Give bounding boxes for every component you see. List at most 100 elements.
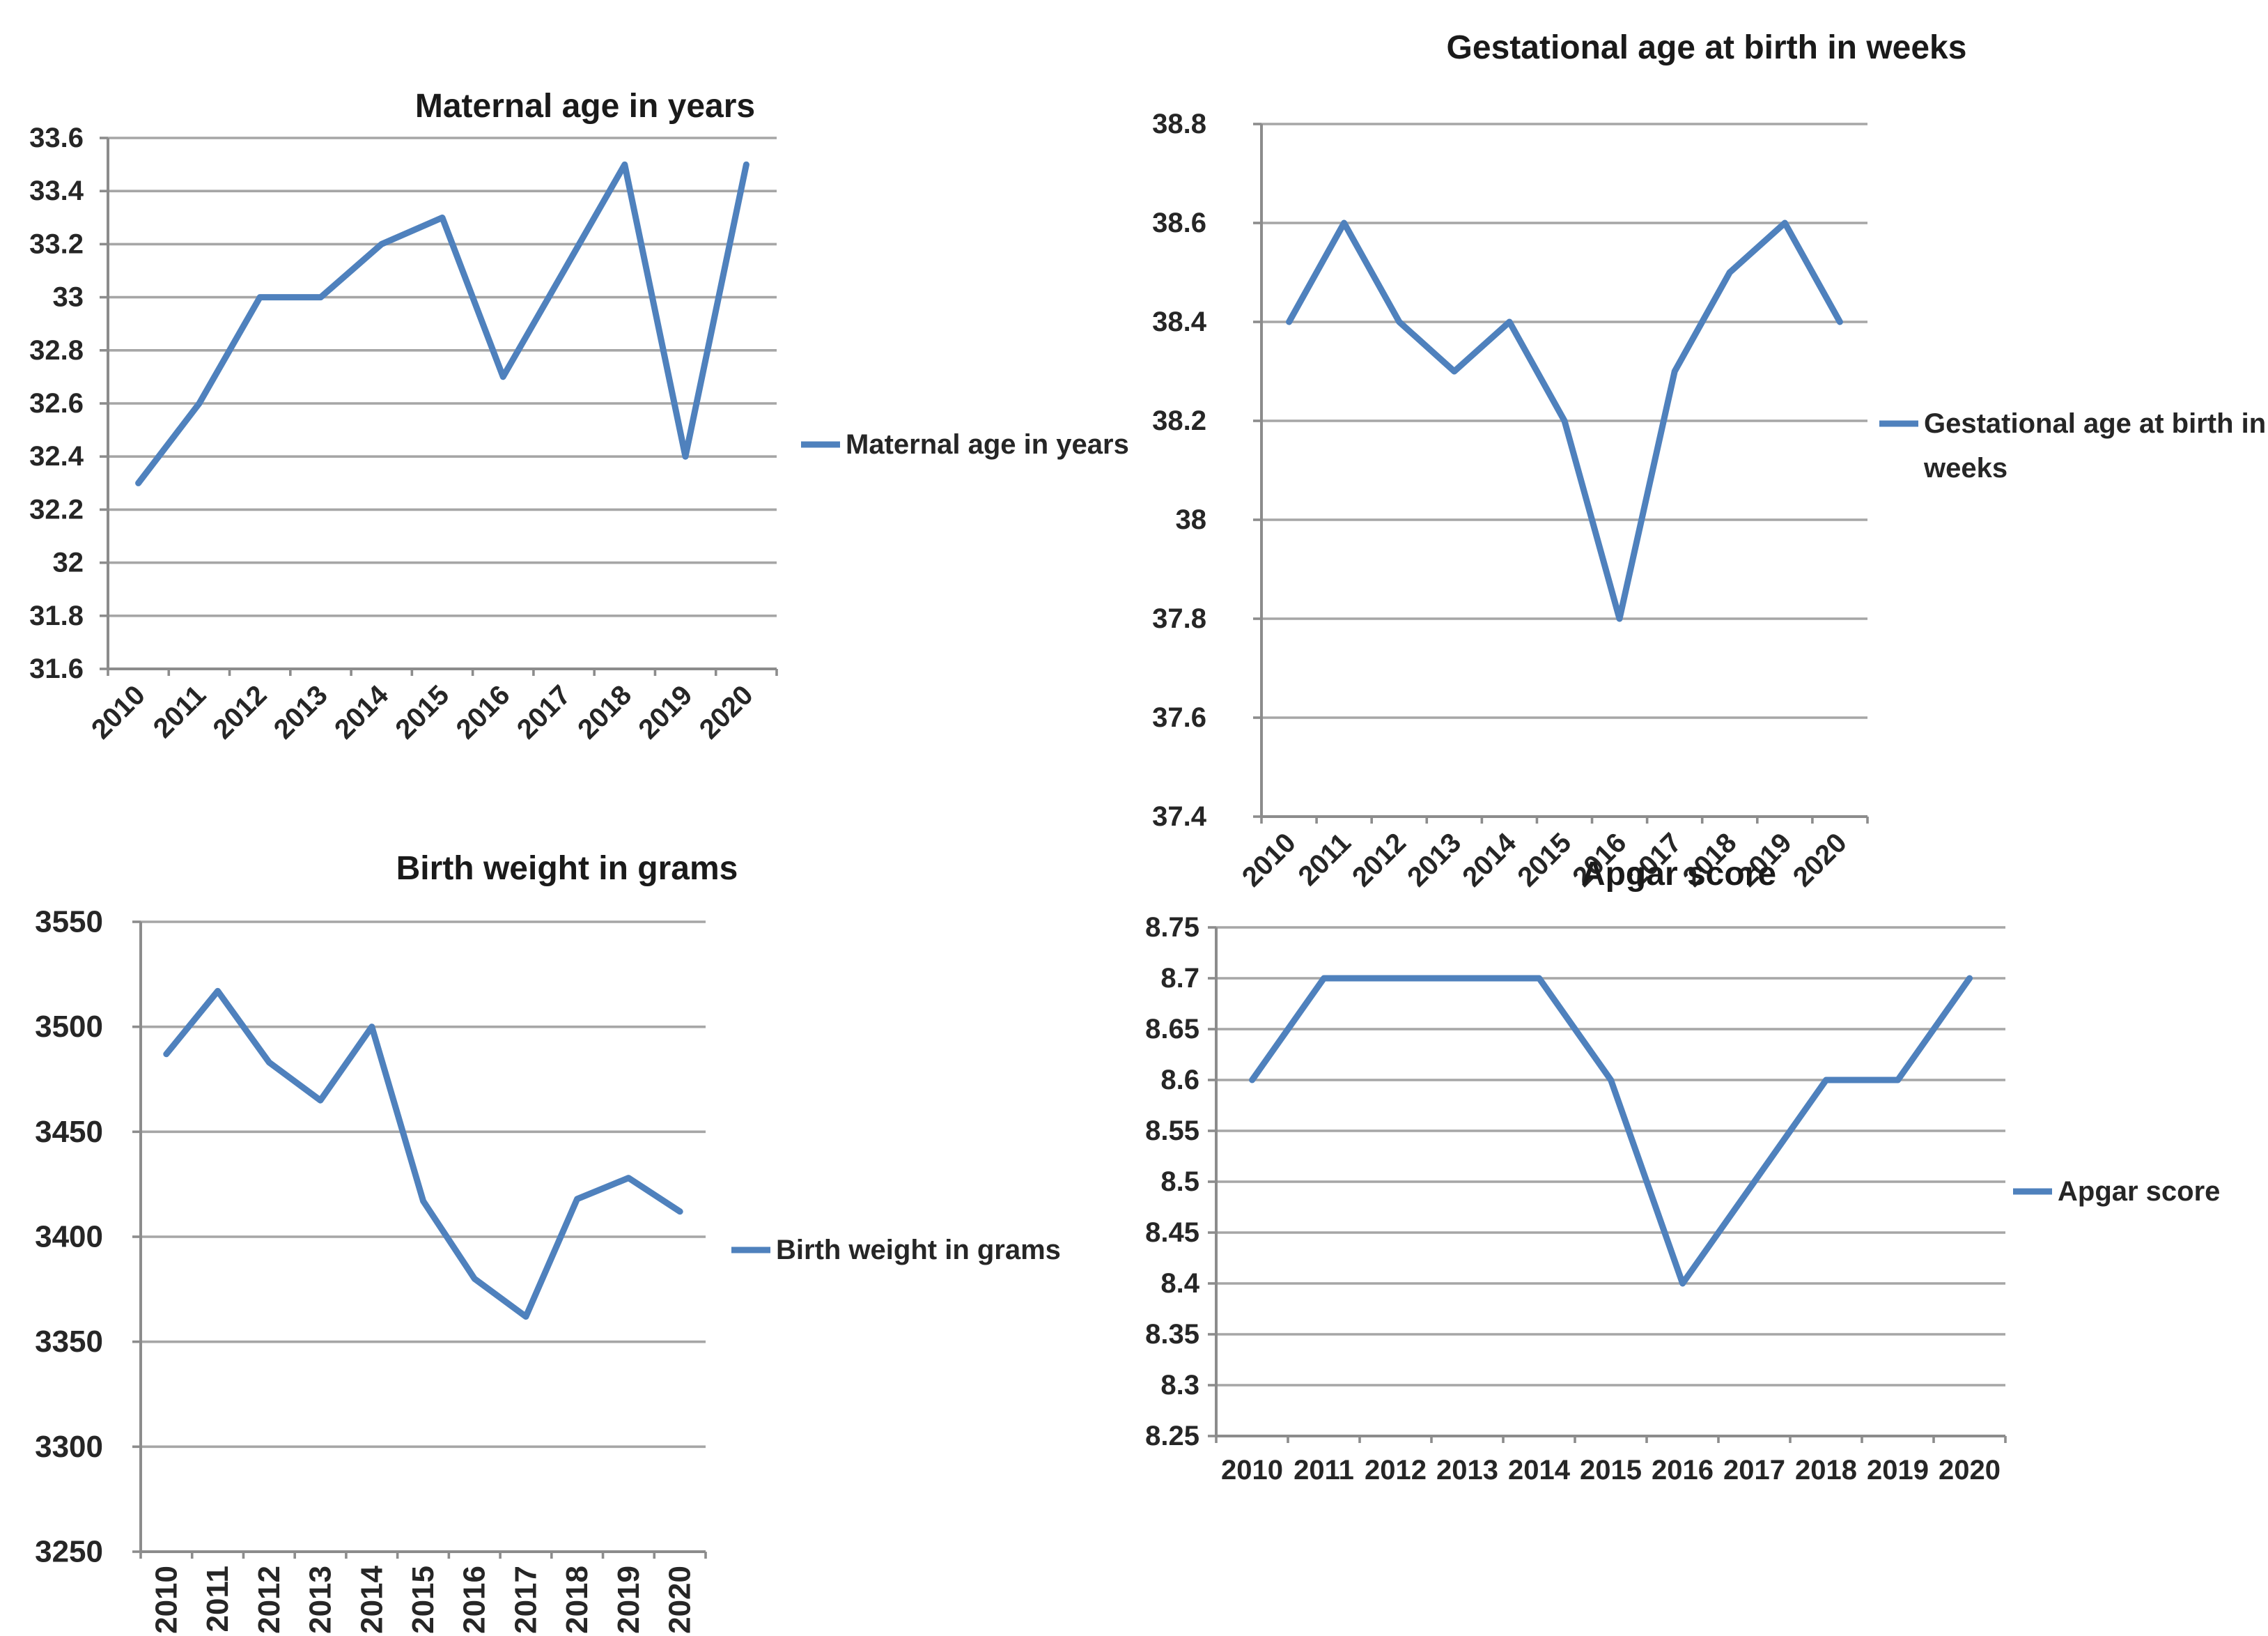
x-axis-label: 2016 <box>1652 1455 1714 1485</box>
chart-title: Maternal age in years <box>415 88 755 125</box>
y-axis-label: 31.6 <box>29 654 84 684</box>
x-axis-label: 2010 <box>149 1566 183 1634</box>
y-axis-label: 8.4 <box>1160 1268 1199 1299</box>
x-axis-label: 2012 <box>1346 827 1412 893</box>
x-axis-label: 2017 <box>1723 1455 1785 1485</box>
x-axis-label: 2013 <box>1401 827 1467 893</box>
y-axis-label: 8.6 <box>1160 1065 1199 1095</box>
legend-label: Birth weight in grams <box>776 1235 1061 1265</box>
legend-label: Gestational age at birth in <box>1924 408 2266 439</box>
x-axis-label: 2016 <box>451 679 516 745</box>
chart-apgar-score: 8.75 8.7 8.65 8.6 8.55 8.5 8.45 8.4 8.35 8.3 8.25 2… <box>1145 856 2220 1485</box>
y-axis-label: 3500 <box>35 1010 103 1044</box>
x-axis-label: 2014 <box>1508 1455 1571 1485</box>
y-axis-label: 8.7 <box>1160 963 1199 994</box>
y-axis-label: 33.2 <box>29 229 84 259</box>
x-axis-label: 2020 <box>1939 1455 2001 1485</box>
x-axis-label: 2017 <box>508 1566 543 1634</box>
y-axis-label: 38.2 <box>1152 406 1206 436</box>
x-axis-label: 2015 <box>406 1566 440 1634</box>
x-axis-label: 2017 <box>511 679 577 745</box>
y-axis-label: 38.8 <box>1152 109 1206 139</box>
x-axis-label: 2015 <box>389 679 455 745</box>
y-axis-label: 8.25 <box>1145 1421 1199 1451</box>
y-axis-label: 3250 <box>35 1535 103 1569</box>
x-axis-label: 2010 <box>1236 827 1302 893</box>
x-axis-label: 2019 <box>1867 1455 1929 1485</box>
y-axis-label: 8.35 <box>1145 1319 1199 1350</box>
y-axis-label: 8.55 <box>1145 1116 1199 1146</box>
chart-maternal-age: 33.6 33.4 33.2 33 32.8 32.6 32.4 32.2 32 31.8 31.6… <box>29 88 1129 745</box>
y-axis-label: 33 <box>53 282 84 313</box>
x-axis-label: 2019 <box>632 679 698 745</box>
y-axis-label: 3550 <box>35 905 103 939</box>
data-line <box>163 987 683 1320</box>
x-axis-label: 2019 <box>612 1566 646 1634</box>
x-axis-label: 2012 <box>208 679 273 745</box>
x-axis-label: 2011 <box>1294 1455 1354 1485</box>
chart-title: Apgar score <box>1581 856 1776 893</box>
y-axis-label: 32.8 <box>29 335 84 366</box>
y-axis-label: 8.3 <box>1160 1370 1199 1400</box>
x-axis-label: 2016 <box>458 1566 492 1634</box>
y-axis-label: 8.5 <box>1160 1166 1199 1197</box>
y-axis-label: 3450 <box>35 1115 103 1149</box>
y-axis-label: 37.6 <box>1152 702 1206 733</box>
x-axis-label: 2015 <box>1580 1455 1642 1485</box>
data-line <box>1249 975 1973 1287</box>
y-axis-label: 32 <box>53 548 84 578</box>
x-axis-label: 2011 <box>1293 827 1357 891</box>
legend: Apgar score <box>2013 1176 2220 1207</box>
legend: Birth weight in grams <box>731 1235 1061 1265</box>
y-axis-label: 33.4 <box>29 176 84 206</box>
x-axis-label: 2012 <box>252 1566 286 1634</box>
legend: Gestational age at birth in weeks <box>1879 408 2266 484</box>
chart-gestational-age: 38.838.638.438.23837.837.637.42010201120… <box>1152 29 2266 893</box>
y-axis-label: 8.45 <box>1145 1217 1199 1248</box>
x-axis-label: 2020 <box>663 1566 697 1634</box>
y-axis-label: 37.4 <box>1152 801 1207 832</box>
legend-label: weeks <box>1923 453 2007 484</box>
legend-label: Maternal age in years <box>846 429 1129 460</box>
legend-label: Apgar score <box>2058 1176 2220 1207</box>
x-axis-label: 2015 <box>1512 827 1577 893</box>
y-axis-label: 3350 <box>35 1325 103 1359</box>
y-axis-label: 38 <box>1176 504 1207 535</box>
x-axis-label: 2013 <box>268 679 334 745</box>
y-axis-label: 38.4 <box>1152 307 1207 337</box>
x-axis-label: 2018 <box>560 1566 594 1634</box>
y-axis-label: 8.65 <box>1145 1014 1199 1044</box>
x-axis-label: 2013 <box>1436 1455 1498 1485</box>
data-line <box>135 161 749 486</box>
x-axis-label: 2014 <box>329 679 395 746</box>
x-axis-label: 2013 <box>304 1566 338 1634</box>
chart-birth-weight: 3550 3500 3450 3400 3350 3300 3250 2010 2011 2012… <box>35 850 1061 1634</box>
y-axis-label: 38.6 <box>1152 208 1206 238</box>
y-axis-label: 31.8 <box>29 601 84 631</box>
x-axis-label: 2014 <box>1457 827 1523 893</box>
x-axis-label: 2010 <box>1221 1455 1283 1485</box>
y-axis-label: 3300 <box>35 1430 103 1464</box>
y-axis-label: 32.2 <box>29 494 84 525</box>
chart-title: Gestational age at birth in weeks <box>1447 29 1967 66</box>
y-axis-label: 3400 <box>35 1220 103 1254</box>
legend: Maternal age in years <box>801 429 1129 460</box>
data-line <box>1286 219 1843 622</box>
y-axis-label: 32.4 <box>29 441 84 472</box>
x-axis-label: 2011 <box>201 1566 235 1632</box>
y-axis-label: 33.6 <box>29 123 84 153</box>
y-axis-label: 32.6 <box>29 388 84 419</box>
x-axis-label: 2011 <box>148 679 212 743</box>
x-axis-label: 2014 <box>355 1565 389 1633</box>
y-axis-label: 37.8 <box>1152 603 1206 634</box>
x-axis-label: 2020 <box>694 679 759 745</box>
chart-title: Birth weight in grams <box>396 850 738 887</box>
x-axis-label: 2018 <box>1795 1455 1857 1485</box>
x-axis-label: 2012 <box>1365 1455 1427 1485</box>
y-axis-label: 8.75 <box>1145 912 1199 943</box>
x-axis-label: 2018 <box>572 679 637 745</box>
x-axis-label: 2020 <box>1787 827 1853 893</box>
x-axis-label: 2010 <box>86 679 151 745</box>
